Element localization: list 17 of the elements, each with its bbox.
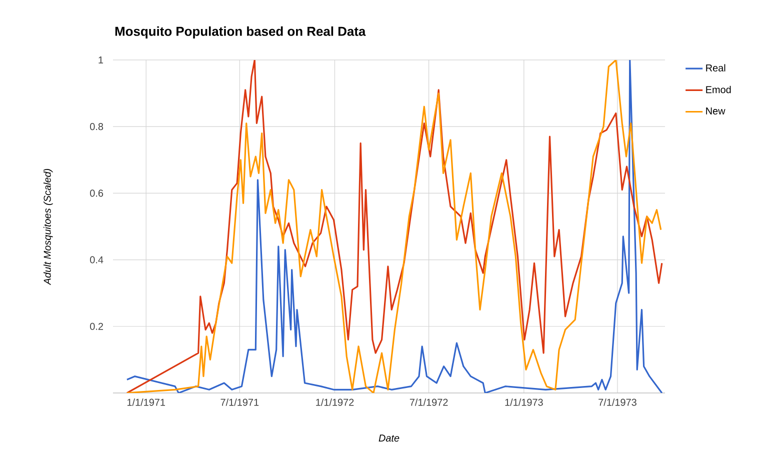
x-tick-label: 1/1/1971 xyxy=(127,398,165,406)
y-tick-label: 1 xyxy=(98,56,104,64)
x-tick-label: 7/1/1971 xyxy=(220,398,259,406)
legend-label: Emod xyxy=(706,86,731,94)
x-tick-label: 1/1/1973 xyxy=(505,398,543,406)
y-axis-title: Adult Mosquitoes (Scaled) xyxy=(44,168,53,286)
chart-title: Mosquito Population based on Real Data xyxy=(115,26,366,38)
x-tick-label: 7/1/1972 xyxy=(410,398,448,406)
y-tick-label: 0.4 xyxy=(90,256,104,264)
x-tick-label: 7/1/1973 xyxy=(598,398,636,406)
x-tick-label: 1/1/1972 xyxy=(316,398,354,406)
legend-label: Real xyxy=(706,64,726,72)
y-tick-label: 0.2 xyxy=(90,322,103,330)
x-axis-title: Date xyxy=(378,434,400,442)
y-tick-label: 0.6 xyxy=(90,190,104,197)
legend-label: New xyxy=(706,108,726,115)
y-tick-label: 0.8 xyxy=(90,123,104,130)
